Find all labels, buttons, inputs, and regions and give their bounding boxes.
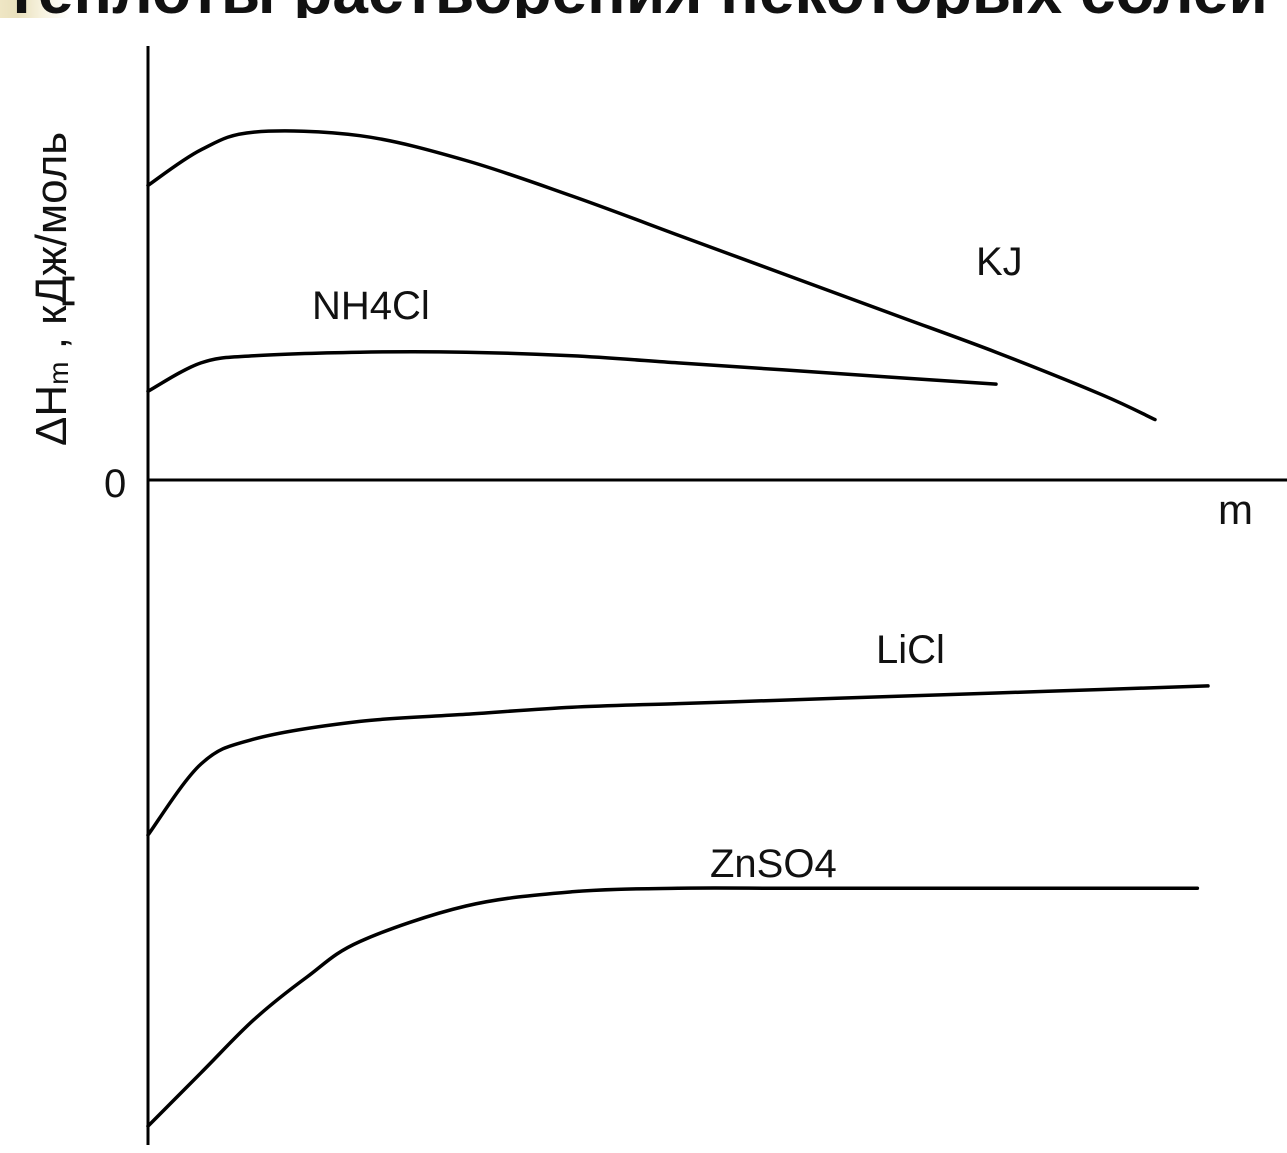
series-label-licl: LiCl [876,628,945,672]
series-line-kj [146,129,1157,422]
y-axis-label-units: , кДж/моль [27,131,76,362]
series-line-nh4cl [146,350,998,394]
x-axis-label: m [1218,486,1253,533]
y-zero-tick-label: 0 [104,462,127,506]
series-label-nh4cl: NH4Cl [312,284,430,328]
series-line-znso4 [146,886,1200,1128]
y-axis-label-subscript: m [43,361,74,385]
series-group [146,129,1210,1128]
series-line-licl [146,684,1210,837]
y-axis-label: ΔHm , кДж/моль [22,36,82,446]
series-label-kj: KJ [976,240,1023,284]
y-axis-label-main: ΔH [27,384,76,446]
plot-area [0,18,1287,1153]
series-label-znso4: ZnSO4 [710,842,837,886]
